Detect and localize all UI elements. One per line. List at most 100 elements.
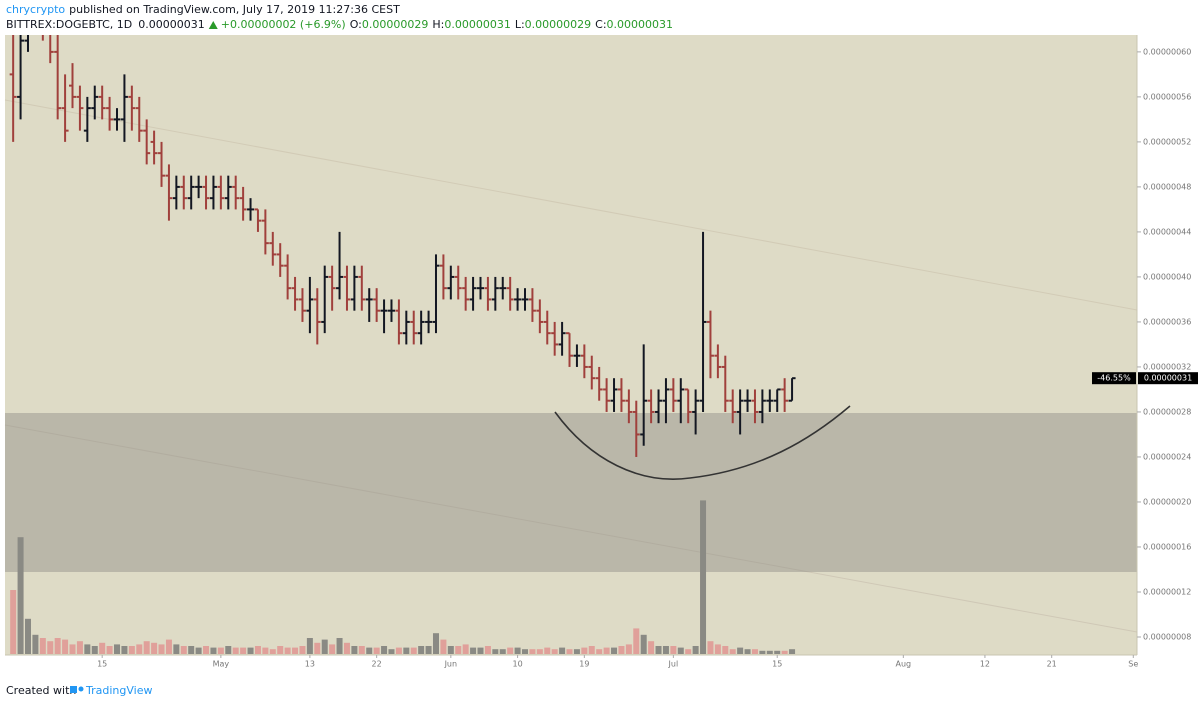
volume-bar: [573, 649, 580, 654]
y-tick-label: 0.00000032: [1143, 362, 1191, 371]
volume-bar: [640, 634, 647, 654]
volume-bar: [247, 647, 254, 654]
h: 0.00000031: [444, 18, 510, 31]
volume-bar: [536, 649, 543, 654]
price-layer: [9, 35, 796, 457]
volume-bar: [76, 641, 83, 654]
x-tick-label: 22: [372, 660, 382, 669]
c: 0.00000031: [607, 18, 673, 31]
volume-bar: [766, 650, 773, 654]
volume-bar: [240, 647, 247, 654]
volume-bar: [158, 644, 165, 654]
volume-bar: [507, 647, 514, 654]
volume-bar: [618, 646, 625, 654]
x-tick-label: 12: [980, 660, 990, 669]
volume-bar: [670, 646, 677, 654]
volume-bar: [596, 649, 603, 654]
volume-bar: [447, 646, 454, 654]
y-tick-label: 0.00000040: [1143, 272, 1191, 281]
x-tick-label: Aug: [896, 660, 912, 669]
y-tick-label: 0.00000052: [1143, 137, 1191, 146]
l: 0.00000029: [525, 18, 591, 31]
x-tick-label: 21: [1047, 660, 1057, 669]
y-tick-label: 0.00000008: [1143, 632, 1191, 641]
volume-bar: [143, 641, 150, 654]
y-tick-label: 0.00000012: [1143, 587, 1191, 596]
volume-bar: [514, 647, 521, 654]
volume-bar: [759, 650, 766, 654]
x-tick-label: Se: [1128, 660, 1138, 669]
volume-bar: [321, 639, 328, 654]
volume-bar: [410, 647, 417, 654]
volume-bar: [232, 647, 239, 654]
volume-bar: [217, 647, 224, 654]
volume-bar: [314, 642, 321, 654]
volume-bar: [114, 644, 121, 654]
x-tick-label: 19: [579, 660, 589, 669]
volume-bar: [358, 646, 365, 654]
volume-bar: [566, 649, 573, 654]
volume-bar: [381, 646, 388, 654]
volume-bar: [91, 646, 98, 654]
volume-bar: [284, 647, 291, 654]
volume-bar: [700, 500, 707, 654]
header-line: chrycrypto published on TradingView.com, …: [6, 3, 400, 16]
volume-bar: [188, 646, 195, 654]
plot-background: [5, 35, 1137, 655]
volume-bar: [32, 634, 39, 654]
axes: 0.00000060 0.00000056 0.00000052 0.00000048…: [97, 47, 1198, 669]
volume-bar: [269, 649, 276, 654]
x-tick-label: May: [213, 660, 230, 669]
last: 0.00000031: [138, 18, 204, 31]
volume-layer: [10, 500, 796, 654]
volume-bar: [329, 644, 336, 654]
trend-line: [4, 424, 1138, 633]
volume-bar: [254, 646, 261, 654]
volume-bar: [581, 647, 588, 654]
volume-bar: [603, 647, 610, 654]
author[interactable]: chrycrypto: [6, 3, 65, 16]
x-tick-label: 15: [97, 660, 107, 669]
volume-bar: [366, 647, 373, 654]
y-tick-label: 0.00000036: [1143, 317, 1191, 326]
x-tick-label: 15: [772, 660, 782, 669]
volume-bar: [588, 646, 595, 654]
y-tick-label: 0.00000060: [1143, 47, 1191, 56]
symbol-line: BITTREX:DOGEBTC, 1D 0.00000031 +0.00000002…: [6, 18, 673, 31]
volume-bar: [559, 647, 566, 654]
change: +0.00000002 (+6.9%): [221, 18, 346, 31]
y-tick-label: 0.00000048: [1143, 182, 1191, 191]
volume-bar: [165, 639, 172, 654]
x-tick-label: 13: [305, 660, 315, 669]
tag-price-box: [1138, 372, 1198, 385]
volume-bar: [648, 641, 655, 654]
tag-change: -46.55%: [1097, 374, 1131, 383]
volume-bar: [455, 646, 462, 654]
volume-bar: [707, 641, 714, 654]
volume-bar: [544, 647, 551, 654]
volume-bar: [662, 646, 669, 654]
volume-bar: [128, 646, 135, 654]
volume-bar: [47, 641, 54, 654]
volume-bar: [54, 638, 61, 654]
volume-bar: [611, 647, 618, 654]
volume-bar: [440, 639, 447, 654]
support-zone: [5, 413, 1137, 572]
volume-bar: [522, 649, 529, 654]
volume-bar: [625, 644, 632, 654]
volume-bar: [462, 644, 469, 654]
volume-bar: [551, 649, 558, 654]
volume-bar: [395, 647, 402, 654]
volume-bar: [714, 644, 721, 654]
volume-bar: [292, 647, 299, 654]
volume-bar: [737, 647, 744, 654]
volume-bar: [336, 638, 343, 654]
volume-bar: [484, 646, 491, 654]
volume-bar: [685, 649, 692, 654]
volume-bar: [655, 646, 662, 654]
y-tick-label: 0.00000016: [1143, 542, 1191, 551]
footer-brand[interactable]: TradingView: [85, 684, 152, 697]
volume-bar: [529, 649, 536, 654]
volume-bar: [492, 649, 499, 654]
